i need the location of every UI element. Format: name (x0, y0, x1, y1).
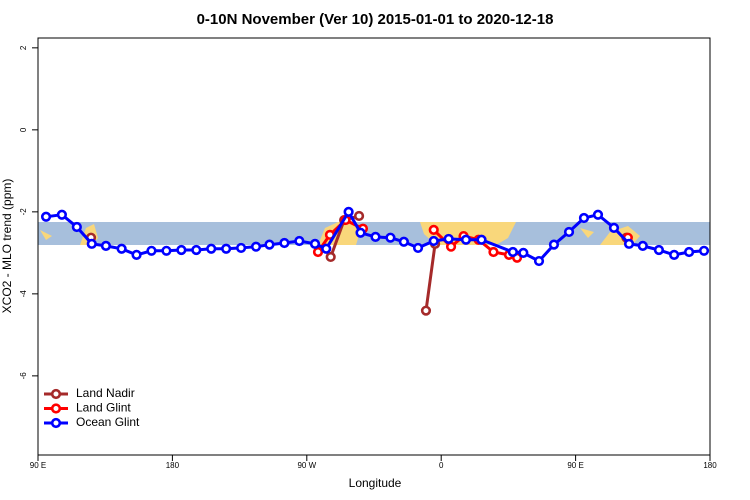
data-point (221, 243, 232, 254)
x-tick-label: 0 (439, 461, 444, 470)
data-point (476, 234, 487, 245)
legend-marker (50, 388, 62, 400)
chart-title: 0-10N November (Ver 10) 2015-01-01 to 20… (197, 11, 554, 28)
data-point (279, 237, 290, 249)
data-point (206, 243, 217, 254)
data-point (412, 242, 424, 254)
data-point (235, 242, 247, 254)
data-point (608, 222, 620, 233)
data-point (420, 305, 432, 316)
data-point (507, 246, 518, 258)
y-tick-label: -6 (19, 372, 28, 380)
data-point (385, 232, 396, 243)
x-tick-label: 90 W (297, 461, 316, 470)
data-point (250, 241, 262, 252)
data-point (176, 244, 187, 256)
data-point (460, 234, 472, 245)
data-point (653, 244, 665, 256)
data-point (191, 244, 202, 256)
data-point (353, 210, 365, 222)
data-point (71, 221, 82, 233)
data-point (669, 249, 680, 261)
x-tick-label: 180 (703, 461, 717, 470)
data-point (161, 245, 172, 256)
legend-marker (50, 403, 62, 414)
data-point (146, 245, 157, 256)
data-point (488, 246, 499, 258)
y-tick-label: 0 (19, 127, 28, 132)
y-tick-label: -2 (19, 208, 28, 216)
data-point (321, 243, 332, 254)
data-point (264, 239, 275, 250)
data-point (294, 235, 305, 247)
data-point (637, 240, 648, 251)
data-point (40, 211, 52, 222)
legend-label: Ocean Glint (76, 415, 140, 429)
legend-label: Land Glint (76, 401, 131, 415)
x-tick-label: 90 E (567, 461, 583, 470)
data-point (548, 239, 560, 250)
y-axis-label: XCO2 - MLO trend (ppm) (0, 179, 14, 314)
data-point (398, 236, 409, 247)
y-tick-label: -4 (19, 290, 28, 298)
data-point (309, 238, 321, 249)
data-point (578, 212, 590, 224)
x-tick-label: 90 E (30, 461, 46, 470)
data-point (518, 247, 529, 258)
legend-label: Land Nadir (76, 386, 135, 400)
data-point (325, 251, 336, 263)
data-point (443, 233, 454, 245)
x-axis-label: Longitude (349, 476, 402, 490)
data-point (343, 206, 354, 217)
data-point (592, 209, 604, 220)
data-point (312, 246, 324, 258)
data-point (355, 227, 366, 238)
data-point (131, 249, 142, 261)
data-point (445, 241, 457, 252)
land-patch (580, 228, 594, 238)
data-point (533, 255, 545, 267)
plot-frame (37, 37, 711, 456)
data-point (698, 245, 710, 256)
data-point (56, 209, 67, 220)
data-point (623, 238, 635, 249)
data-point (683, 246, 695, 258)
data-point (428, 235, 439, 247)
data-point (563, 226, 575, 238)
data-point (428, 224, 439, 235)
x-tick-label: 180 (166, 461, 180, 470)
land-patch (40, 230, 52, 240)
data-point (370, 231, 381, 242)
y-tick-label: 2 (19, 45, 28, 50)
data-point (116, 243, 127, 254)
legend-marker (50, 417, 62, 429)
data-point (100, 240, 112, 251)
data-point (86, 238, 97, 249)
